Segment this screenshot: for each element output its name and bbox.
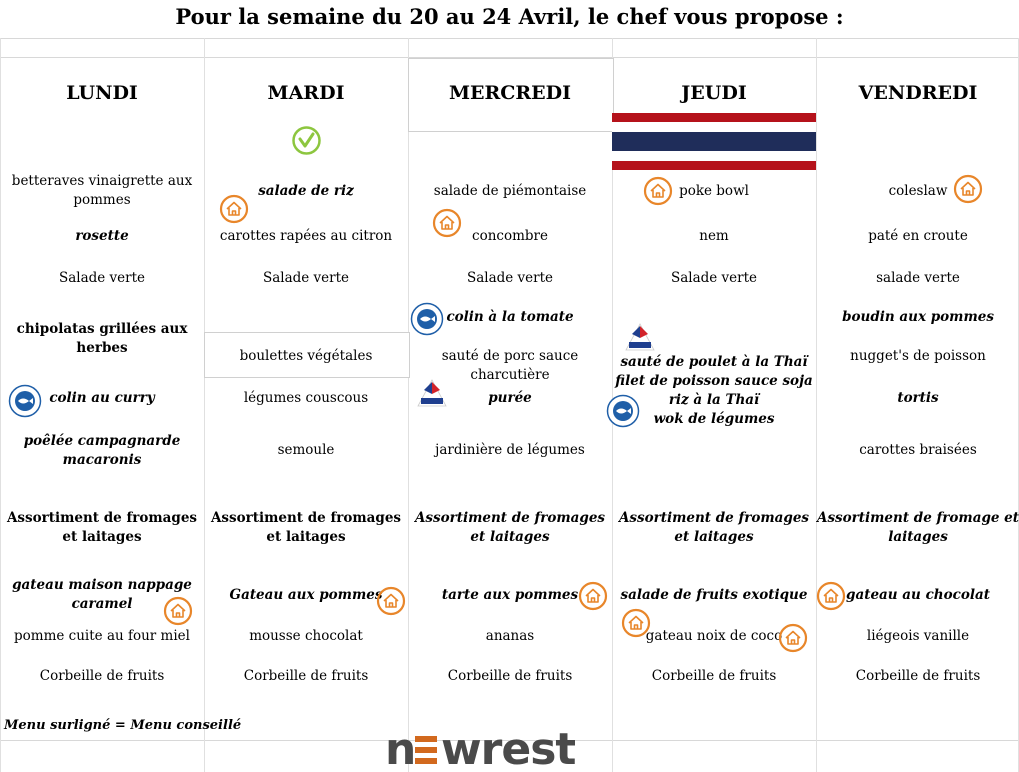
- header-cell: [205, 58, 407, 130]
- menu-item: nugget's de poisson: [850, 348, 986, 364]
- svg-text:wrest: wrest: [441, 724, 575, 772]
- menu-item: jardinière de légumes: [435, 442, 585, 458]
- menu-item: betteraves vinaigrette aux pommes: [11, 173, 193, 208]
- menu-item: Gateau aux pommes: [229, 587, 383, 603]
- svg-text:n: n: [385, 724, 415, 772]
- header-cell: [1, 58, 203, 130]
- menu-item: Assortiment de fromages et laitages: [6, 510, 198, 545]
- menu-item: salade de piémontaise: [433, 183, 587, 199]
- peche-durable-icon: [410, 302, 444, 336]
- menu-item: rosette: [75, 228, 129, 244]
- menu-item: wok de légumes: [653, 411, 775, 427]
- menu-item: coleslaw: [888, 183, 948, 199]
- highlight-cell: [204, 332, 410, 378]
- house-icon: [219, 194, 249, 224]
- menu-item: gateau au chocolat: [846, 587, 990, 603]
- menu-item: légumes couscous: [243, 390, 369, 406]
- header-cell: [817, 58, 1018, 130]
- menu-item: Salade verte: [58, 270, 146, 286]
- house-icon: [816, 581, 846, 611]
- menu-item: sauté de poulet à la Thaï: [620, 354, 808, 370]
- peche-durable-icon: [8, 384, 42, 418]
- house-icon: [621, 608, 651, 638]
- menu-item: Assortiment de fromage et laitages: [816, 510, 1019, 545]
- menu-item: riz à la Thaï: [668, 392, 760, 408]
- menu-item: gateau noix de coco: [645, 628, 783, 644]
- menu-item: Corbeille de fruits: [243, 668, 369, 684]
- menu-item: liégeois vanille: [866, 628, 970, 644]
- menu-item: gateau maison nappage caramel: [12, 577, 192, 612]
- menu-item: Corbeille de fruits: [39, 668, 165, 684]
- peche-durable-icon: [606, 394, 640, 428]
- menu-item: Assortiment de fromages et laitages: [414, 510, 606, 545]
- menu-item: chipolatas grillées aux herbes: [16, 321, 188, 356]
- thai-flag-icon: [612, 113, 816, 170]
- menu-item: Salade verte: [262, 270, 350, 286]
- menu-item: colin à la tomate: [446, 309, 574, 325]
- menu-item: Salade verte: [466, 270, 554, 286]
- menu-item: paté en croute: [868, 228, 968, 244]
- menu-item: Assortiment de fromages et laitages: [210, 510, 402, 545]
- header-cell: [408, 58, 614, 132]
- house-icon: [432, 208, 462, 238]
- menu-item: boudin aux pommes: [842, 309, 994, 325]
- menu-item: salade verte: [876, 270, 960, 286]
- page-title: Pour la semaine du 20 au 24 Avril, le ch…: [175, 4, 844, 29]
- day-header-vendredi: VENDREDI: [858, 82, 978, 104]
- grid-line: [0, 38, 1, 772]
- menu-item: Corbeille de fruits: [651, 668, 777, 684]
- menu-item: filet de poisson sauce soja: [615, 373, 813, 389]
- house-icon: [163, 596, 193, 626]
- viandes-de-france-icon: [625, 323, 655, 351]
- grid-line: [408, 38, 409, 772]
- house-icon: [953, 174, 983, 204]
- day-header-jeudi: JEUDI: [681, 82, 747, 104]
- menu-item: pomme cuite au four miel: [14, 628, 190, 644]
- house-icon: [578, 581, 608, 611]
- day-header-mardi: MARDI: [267, 82, 345, 104]
- menu-item: salade de fruits exotique: [620, 587, 808, 603]
- menu-item: nem: [699, 228, 729, 244]
- house-icon: [643, 176, 673, 206]
- viandes-de-france-icon: [417, 379, 447, 407]
- menu-item: Salade verte: [670, 270, 758, 286]
- grid-line: [0, 57, 1019, 58]
- menu-item: Corbeille de fruits: [447, 668, 573, 684]
- menu-item: mousse chocolat: [249, 628, 363, 644]
- menu-item: colin au curry: [49, 390, 155, 406]
- day-header-mercredi: MERCREDI: [448, 82, 572, 104]
- menu-item: poêlée campagnarde macaronis: [23, 433, 181, 468]
- grid-line: [0, 740, 1019, 741]
- menu-item: sauté de porc sauce charcutière: [441, 348, 579, 383]
- day-header-lundi: LUNDI: [66, 82, 138, 104]
- menu-item: carottes rapées au citron: [219, 228, 393, 244]
- grid-line: [204, 38, 205, 772]
- menu-item: carottes braisées: [859, 442, 977, 458]
- menu-item: tarte aux pommes: [441, 587, 579, 603]
- menu-item: salade de riz: [258, 183, 354, 199]
- menu-item: concombre: [472, 228, 548, 244]
- menu-item: poke bowl: [679, 183, 749, 199]
- veggie-icon: [292, 126, 321, 155]
- house-icon: [376, 586, 406, 616]
- grid-line: [816, 38, 817, 772]
- menu-item: ananas: [485, 628, 535, 644]
- footer-note: Menu surligné = Menu conseillé: [4, 718, 242, 733]
- menu-item: boulettes végétales: [239, 348, 373, 364]
- menu-item: Corbeille de fruits: [855, 668, 981, 684]
- menu-item: semoule: [277, 442, 335, 458]
- menu-item: Assortiment de fromages et laitages: [618, 510, 810, 545]
- grid-line: [0, 38, 1019, 39]
- newrest-logo: n wrest: [385, 724, 575, 772]
- house-icon: [778, 623, 808, 653]
- menu-item: purée: [488, 390, 532, 406]
- menu-item: tortis: [897, 390, 939, 406]
